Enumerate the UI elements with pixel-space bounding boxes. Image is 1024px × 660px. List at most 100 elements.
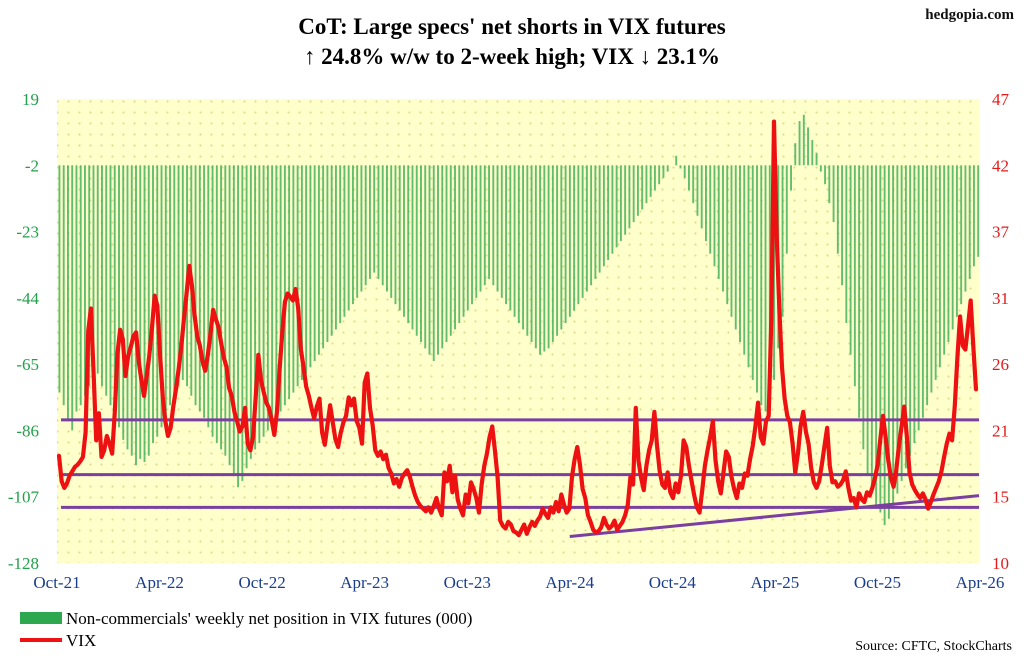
net-position-bar <box>275 165 278 418</box>
net-position-bar <box>811 140 814 166</box>
net-position-bar <box>841 165 844 286</box>
net-position-bar <box>947 165 950 343</box>
net-position-bar <box>220 165 223 450</box>
net-position-bar <box>92 165 95 380</box>
net-position-bar <box>241 165 244 481</box>
brand-label: hedgopia.com <box>925 7 1014 23</box>
net-position-bar <box>330 165 333 336</box>
right-axis-ticks: 47 42 37 31 26 21 15 10 <box>992 90 1010 573</box>
net-position-bar <box>700 165 703 229</box>
left-axis-tick-label: -128 <box>8 554 39 573</box>
vix-line <box>56 119 979 538</box>
x-axis-tick-label: Apr-24 <box>545 573 594 592</box>
net-position-bar <box>602 165 605 267</box>
net-position-bar <box>815 152 818 166</box>
net-position-bar <box>798 121 801 166</box>
net-position-bar <box>101 165 103 387</box>
net-position-bar <box>317 165 320 355</box>
net-position-bar <box>126 165 129 450</box>
net-position-bar <box>938 165 941 368</box>
net-position-bar <box>781 165 784 317</box>
net-position-bar <box>836 165 839 254</box>
net-position-bar <box>215 165 218 444</box>
net-position-bar <box>875 165 878 507</box>
net-position-bar <box>845 165 848 324</box>
net-position-bar <box>960 165 963 305</box>
net-position-bar <box>351 165 354 305</box>
net-position-bar <box>313 165 316 361</box>
net-position-bar <box>364 165 367 286</box>
net-position-bar <box>675 155 678 166</box>
net-position-bar <box>658 165 661 185</box>
rising-trendline <box>569 494 980 538</box>
net-position-bar <box>636 165 639 216</box>
net-position-bar <box>309 165 312 368</box>
net-position-bar <box>428 165 431 355</box>
net-position-bar <box>279 165 282 412</box>
net-position-bar <box>921 165 924 418</box>
left-axis-tick-label: -23 <box>16 223 39 242</box>
net-position-bar <box>726 165 729 305</box>
net-position-bar <box>909 165 912 456</box>
net-position-bar <box>334 165 337 330</box>
right-axis-tick-label: 10 <box>992 554 1009 573</box>
net-position-bar <box>734 165 737 330</box>
net-position-bar <box>368 165 371 279</box>
net-position-bar <box>505 165 508 305</box>
right-axis-tick-label: 37 <box>992 223 1010 242</box>
right-axis-tick-label: 26 <box>992 355 1009 374</box>
net-position-bar <box>530 165 533 343</box>
net-position-bar <box>539 165 542 355</box>
net-position-bar <box>449 165 452 336</box>
net-position-bar <box>339 165 342 324</box>
net-position-bar <box>143 165 146 463</box>
right-axis-tick-label: 15 <box>992 488 1009 507</box>
net-position-bar <box>390 165 393 298</box>
net-position-bar <box>624 165 627 235</box>
net-position-bar <box>926 165 929 406</box>
net-position-bar <box>917 165 920 431</box>
net-position-bar <box>432 165 435 361</box>
net-position-bar <box>764 165 767 412</box>
net-position-bar <box>437 165 439 355</box>
net-position-bar <box>407 165 410 324</box>
net-position-bar <box>913 165 916 444</box>
net-position-bar <box>420 165 422 343</box>
left-axis-tick-label: -2 <box>25 156 39 175</box>
x-axis-tick-label: Oct-22 <box>239 573 286 592</box>
x-axis-tick-label: Oct-21 <box>33 573 80 592</box>
net-position-bar <box>666 165 669 172</box>
net-position-bar <box>653 165 656 191</box>
net-position-bar <box>147 165 150 456</box>
net-position-bar <box>211 165 214 437</box>
net-position-bar <box>441 165 444 349</box>
net-position-bar <box>713 165 716 267</box>
net-position-bar <box>739 165 741 343</box>
net-position-bar <box>756 165 758 393</box>
net-position-bar <box>832 165 835 223</box>
net-position-bar <box>951 165 954 330</box>
net-position-bar <box>594 165 597 279</box>
net-position-bar <box>292 165 295 393</box>
net-position-bar <box>381 165 384 286</box>
left-axis-tick-label: -44 <box>16 289 39 308</box>
net-position-bar <box>377 165 380 279</box>
net-position-bar <box>105 165 108 396</box>
net-position-bar <box>896 165 899 494</box>
net-position-bar <box>564 165 567 324</box>
net-position-bar <box>743 165 746 355</box>
left-axis-tick-label: 19 <box>22 90 39 109</box>
net-position-bar <box>785 165 788 254</box>
net-position-bar <box>585 165 588 292</box>
left-axis-tick-label: -107 <box>8 488 40 507</box>
net-position-bar <box>930 165 933 393</box>
net-position-bar <box>747 165 750 368</box>
net-position-bar <box>424 165 427 349</box>
net-position-bar <box>560 165 563 330</box>
net-position-bar <box>849 165 852 355</box>
net-position-bar <box>479 165 482 292</box>
net-position-bar <box>237 165 240 488</box>
net-position-bar <box>900 165 903 481</box>
net-position-bar <box>551 165 554 343</box>
right-axis-tick-label: 47 <box>992 90 1010 109</box>
